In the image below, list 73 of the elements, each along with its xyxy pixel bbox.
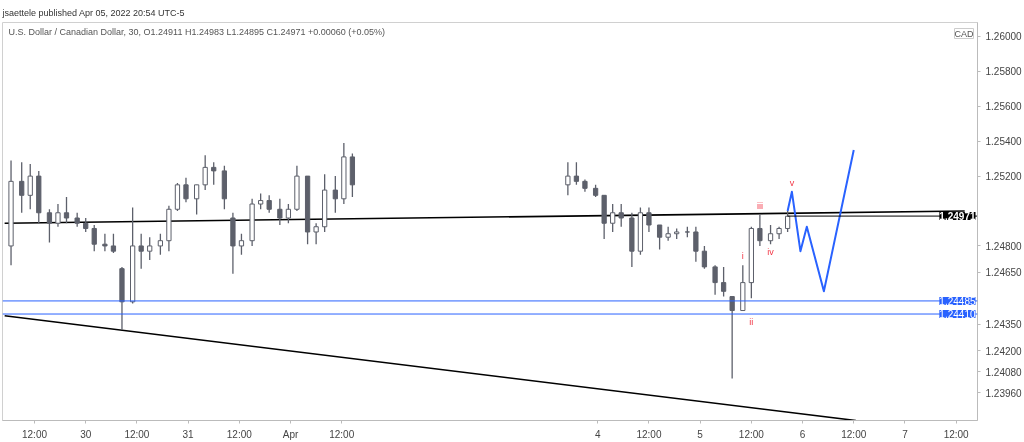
candlestick	[646, 206, 652, 233]
candlestick	[183, 177, 189, 203]
y-tick-label: 1.24350	[985, 319, 1023, 331]
y-tick-label: 1.26000	[985, 31, 1023, 43]
annotation: ii	[749, 317, 754, 328]
annotation: i	[741, 251, 744, 262]
x-tick-label: 12:00	[636, 428, 662, 440]
candlestick	[784, 210, 791, 233]
candlestick	[618, 203, 624, 228]
chart-title: jsaettele published Apr 05, 2022 20:54 UTC-5	[1, 7, 185, 18]
y-axis-title: CAD	[954, 28, 974, 39]
x-tick-label: 12:00	[943, 428, 970, 440]
candlestick	[693, 226, 699, 263]
candlestick	[55, 203, 61, 228]
y-tick-label: 1.25600	[985, 101, 1023, 113]
candlestick	[110, 233, 117, 254]
candlestick	[757, 213, 763, 247]
x-tick-label: 12:00	[738, 428, 765, 440]
candlestick	[238, 233, 245, 256]
candlestick	[565, 161, 571, 196]
candlestick	[211, 161, 217, 186]
x-tick-label: 7	[902, 428, 909, 440]
candlestick	[720, 266, 727, 298]
y-tick-label: 1.25400	[985, 136, 1023, 148]
y-tick-label: 1.25200	[985, 171, 1023, 183]
candlestick	[313, 222, 319, 245]
ref-line-label: 1.24410	[939, 309, 976, 321]
annotation: 1.24971	[939, 211, 976, 223]
candlestick	[277, 198, 283, 226]
chart-subtitle: U.S. Dollar / Canadian Dollar, 30, O1.24911 H1.24983 L1.24895 C1.24971 +0.00060 (+0.05%)	[8, 26, 386, 37]
candlestick	[665, 226, 671, 242]
candlestick	[729, 295, 735, 380]
x-tick-label: 5	[697, 428, 704, 440]
candlestick	[63, 196, 70, 224]
x-tick-label: 4	[594, 428, 601, 440]
candlestick	[138, 233, 144, 270]
x-tick-label: 12:00	[21, 428, 48, 440]
candlestick	[573, 161, 580, 186]
y-tick-label: 1.24650	[985, 267, 1023, 279]
candlestick	[712, 264, 718, 296]
candlestick	[701, 245, 708, 270]
candlestick	[19, 161, 25, 214]
x-tick-label: 12:00	[329, 428, 355, 440]
candlestick	[157, 233, 164, 256]
candlestick	[46, 208, 53, 244]
x-tick-label: 30	[80, 428, 92, 440]
x-tick-label: 12:00	[124, 428, 150, 440]
candlestick	[102, 233, 108, 252]
ref-line-label: 1.24485	[939, 295, 976, 307]
candlestick	[332, 175, 338, 214]
candlestick	[767, 224, 774, 245]
candlestick	[91, 224, 97, 252]
y-tick-label: 1.23960	[985, 387, 1023, 399]
annotation: v	[789, 177, 795, 188]
candlestick	[194, 184, 200, 216]
x-tick-label: 12:00	[226, 428, 253, 440]
annotation: iv	[767, 247, 775, 258]
x-tick-label: 31	[182, 428, 195, 440]
x-tick-label: Apr	[282, 428, 299, 440]
y-tick-label: 1.24080	[985, 366, 1023, 378]
y-tick-label: 1.25800	[985, 66, 1023, 78]
y-tick-label: 1.24200	[985, 345, 1023, 357]
x-tick-label: 6	[799, 428, 806, 440]
x-tick-label: 12:00	[841, 428, 867, 440]
annotation: iii	[756, 200, 763, 211]
candlestick	[27, 163, 33, 210]
candlestick	[610, 203, 616, 233]
candlestick	[656, 224, 663, 251]
line-series	[786, 148, 855, 293]
candlestick	[147, 236, 153, 261]
candlestick	[202, 154, 208, 191]
candlestick	[285, 203, 292, 224]
y-tick-label: 1.24800	[985, 240, 1023, 252]
